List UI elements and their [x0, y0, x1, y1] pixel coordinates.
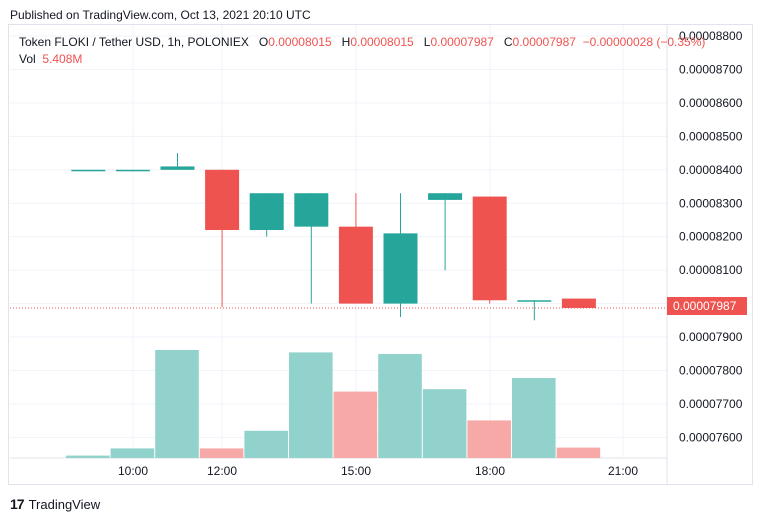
high-label: H [341, 35, 351, 49]
volume-bar [333, 391, 378, 458]
y-tick-label: 0.00008400 [679, 163, 743, 177]
volume-bar [422, 389, 467, 458]
y-tick-label: 0.00007900 [679, 330, 743, 344]
candle-body [205, 169, 240, 231]
y-tick-label: 0.00008800 [679, 29, 743, 43]
tradingview-logo-icon: 17 [10, 496, 25, 512]
candle-body [383, 233, 418, 304]
ohlc-legend: Token FLOKI / Tether USD, 1h, POLONIEX O… [19, 35, 705, 49]
volume-bar [512, 378, 556, 458]
x-tick-label: 21:00 [608, 464, 638, 478]
low-label: L [423, 35, 431, 49]
volume-bar [289, 352, 333, 458]
y-tick-label: 0.00008300 [679, 196, 743, 210]
volume-bar [66, 455, 110, 458]
candle-body [338, 226, 373, 304]
change-value: −0.00000028 (−0.35%) [582, 35, 706, 49]
x-tick-label: 18:00 [475, 464, 505, 478]
brand-name: TradingView [28, 496, 101, 512]
published-caption: Published on TradingView.com, Oct 13, 20… [10, 8, 311, 22]
candle-body [428, 193, 463, 200]
y-tick-label: 0.00007600 [679, 430, 743, 444]
symbol-label[interactable]: Token FLOKI / Tether USD, 1h, POLONIEX [19, 35, 249, 49]
y-tick-label: 0.00008600 [679, 96, 743, 110]
volume-bar [155, 350, 199, 458]
open-value: 0.00008015 [268, 35, 332, 49]
last-price-tag: 0.00007987 [667, 297, 747, 315]
candle-body [160, 166, 195, 170]
candle-body [294, 193, 329, 227]
x-tick-label: 12:00 [207, 464, 237, 478]
y-tick-label: 0.00008700 [679, 62, 743, 76]
candle-body [561, 298, 596, 308]
volume-bar [556, 447, 601, 458]
volume-value: 5.408M [42, 52, 83, 66]
x-tick-label: 10:00 [118, 464, 148, 478]
y-tick-label: 0.00007800 [679, 364, 743, 378]
volume-label: Vol [19, 52, 36, 66]
y-tick-label: 0.00008500 [679, 129, 743, 143]
candle-body [472, 196, 507, 301]
candle-body [71, 169, 106, 172]
y-tick-label: 0.00008200 [679, 230, 743, 244]
close-value: 0.00007987 [512, 35, 576, 49]
candle-body [517, 300, 552, 302]
low-value: 0.00007987 [430, 35, 494, 49]
open-label: O [258, 35, 269, 49]
close-label: C [503, 35, 513, 49]
candle-body [249, 193, 284, 231]
volume-bar [244, 430, 288, 458]
y-tick-label: 0.00007700 [679, 397, 743, 411]
high-value: 0.00008015 [350, 35, 414, 49]
volume-bar [467, 420, 511, 458]
x-tick-label: 15:00 [341, 464, 371, 478]
chart-frame [8, 24, 753, 485]
volume-legend: Vol 5.408M [19, 52, 82, 66]
tradingview-brand[interactable]: 17 TradingView [10, 496, 100, 512]
y-tick-label: 0.00008100 [679, 263, 743, 277]
volume-bar [378, 354, 422, 458]
volume-bar [199, 448, 244, 458]
candle-body [115, 169, 150, 172]
volume-bar [110, 448, 155, 458]
